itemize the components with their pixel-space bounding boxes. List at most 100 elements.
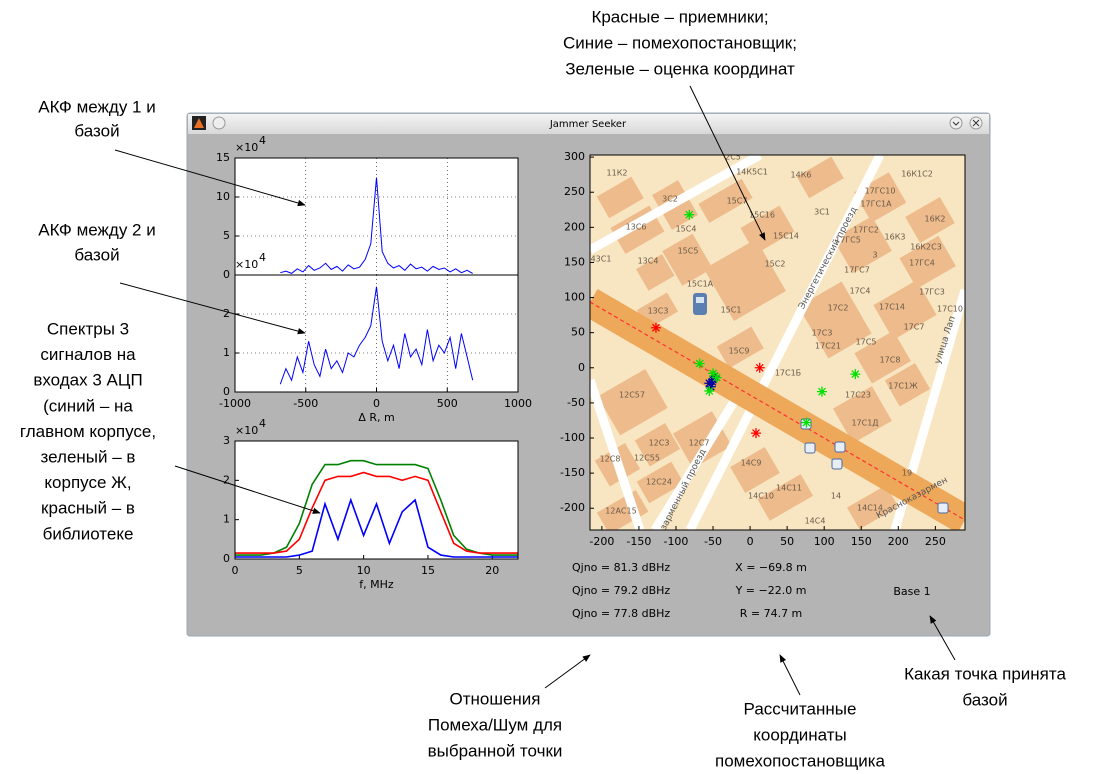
- x-tick-label: -200: [589, 535, 614, 548]
- map-label: 15С16: [749, 211, 775, 220]
- marker: [684, 209, 695, 220]
- map-label: 17ГС2: [853, 226, 879, 235]
- x-tick-label: -150: [626, 535, 651, 548]
- annotation-text: Спектры 3: [47, 319, 129, 338]
- map-label: 17С2: [828, 304, 849, 313]
- annotation-arrow: [119, 282, 306, 335]
- map-label: 12С3: [649, 439, 670, 448]
- map-label: 15С5: [678, 247, 699, 256]
- annotation-text: базой: [74, 245, 119, 264]
- annotation-text: входах 3 АЦП: [33, 371, 142, 390]
- x-tick-label: -100: [663, 535, 688, 548]
- map-label: 12С8: [600, 455, 621, 464]
- bus-stops: [800, 418, 949, 514]
- map-label: 17С1Ж: [888, 382, 918, 391]
- minimize-button[interactable]: [949, 116, 963, 130]
- coordinate-readout: X = −69.8 m: [735, 561, 807, 574]
- map-label: 17ГС1А: [860, 200, 892, 209]
- annotation-text: Рассчитанные: [744, 699, 857, 718]
- annotation-text: АКФ между 1 и: [38, 97, 155, 116]
- map-label: 12С55: [634, 454, 660, 463]
- map-label: 14С9: [741, 459, 762, 468]
- marker: [711, 372, 722, 383]
- map-label: 17С10: [937, 305, 963, 314]
- annotation-text: АКФ между 2 и: [38, 220, 155, 239]
- map-label: 17ГС5: [835, 236, 861, 245]
- series-line: [235, 459, 518, 556]
- annotation-text: корпусе Ж,: [44, 473, 131, 492]
- map-label: 15С1: [721, 306, 742, 315]
- map-label: 12АС15: [605, 507, 636, 516]
- coordinate-readout: Y = −22.0 m: [735, 584, 807, 597]
- y-tick-label: 0: [223, 552, 230, 565]
- map-label: 13С6: [626, 223, 647, 232]
- y-tick-label: 100: [564, 291, 585, 304]
- y-tick-label: 15: [216, 151, 230, 164]
- x-tick-label: -1000: [219, 397, 251, 410]
- annotation-arrow: [114, 149, 306, 207]
- map-label: 15С2: [765, 260, 786, 269]
- map-label: 13С3: [648, 307, 669, 316]
- buildings: [594, 156, 956, 530]
- map-label: 43С1: [591, 255, 612, 264]
- marker: [801, 417, 812, 428]
- annotation-arrow: [929, 615, 956, 661]
- annotation-text: Красные – приемники;: [591, 7, 768, 26]
- map-label: 17ГС4: [909, 259, 935, 268]
- map-label: 14С11: [776, 484, 802, 493]
- snr-readout: Qjno = 79.2 dBHz: [572, 584, 670, 597]
- x-tick-label: 100: [814, 535, 835, 548]
- map-label: 19: [902, 469, 912, 478]
- map-label: 16К1С2: [901, 170, 933, 179]
- annotation-text: Какая точка принята: [904, 664, 1066, 683]
- annotation-text: (синий – на: [43, 396, 133, 415]
- y-tick-label: 3: [223, 434, 230, 447]
- annotation-text: базой: [962, 690, 1007, 709]
- y-tick-label: 250: [564, 185, 585, 198]
- y-exponent: 4: [259, 417, 266, 430]
- plot-area: [235, 441, 518, 559]
- annotation-text: главном корпусе,: [20, 422, 156, 441]
- annotation-text: Зеленые – оценка координат: [565, 59, 795, 78]
- series-line: [280, 177, 473, 274]
- menu-button[interactable]: [212, 116, 226, 130]
- y-exponent: 4: [259, 251, 266, 264]
- map-label: 14С4: [805, 517, 826, 526]
- y-tick-label: 0: [223, 268, 230, 281]
- annotation-text: Помеха/Шум для: [428, 715, 562, 734]
- marker: [705, 381, 716, 392]
- annotation-text: библиотеке: [43, 524, 134, 543]
- annotation-arrow: [544, 654, 591, 689]
- x-tick-label: 500: [437, 397, 458, 410]
- map-label: 17С8: [880, 356, 901, 365]
- map-label: 17С23: [845, 391, 871, 400]
- marker: [816, 386, 827, 397]
- x-tick-label: 250: [925, 535, 946, 548]
- map-label: 14: [831, 492, 841, 501]
- marker: [694, 358, 705, 369]
- map-label: 12С7: [689, 439, 710, 448]
- marker: [704, 385, 715, 396]
- close-icon: [972, 119, 980, 127]
- annotation-text: Отношения: [449, 689, 540, 708]
- y-tick-label: 10: [216, 190, 230, 203]
- map-label: 16К2: [925, 215, 946, 224]
- y-tick-label: 2: [223, 473, 230, 486]
- app-icon-shape: [194, 118, 204, 128]
- x-tick-label: 150: [851, 535, 872, 548]
- marker: [650, 322, 661, 333]
- x-tick-label: 20: [485, 564, 499, 577]
- x-axis-label: Δ R, m: [358, 411, 394, 424]
- map-label: 17ГС3: [919, 288, 945, 297]
- marker: [707, 376, 718, 387]
- map-label: 2С5: [725, 153, 741, 162]
- map-label: 11К2: [607, 169, 628, 178]
- y-tick-label: 5: [223, 229, 230, 242]
- annotation-text: помехопостановщика: [715, 751, 886, 770]
- axes-box: [589, 154, 966, 531]
- x-tick-label: -50: [704, 535, 722, 548]
- y-multiplier: ×10: [235, 258, 258, 271]
- x-axis-label: f, MHz: [359, 578, 394, 591]
- x-tick-label: 15: [421, 564, 435, 577]
- y-tick-label: 2: [223, 307, 230, 320]
